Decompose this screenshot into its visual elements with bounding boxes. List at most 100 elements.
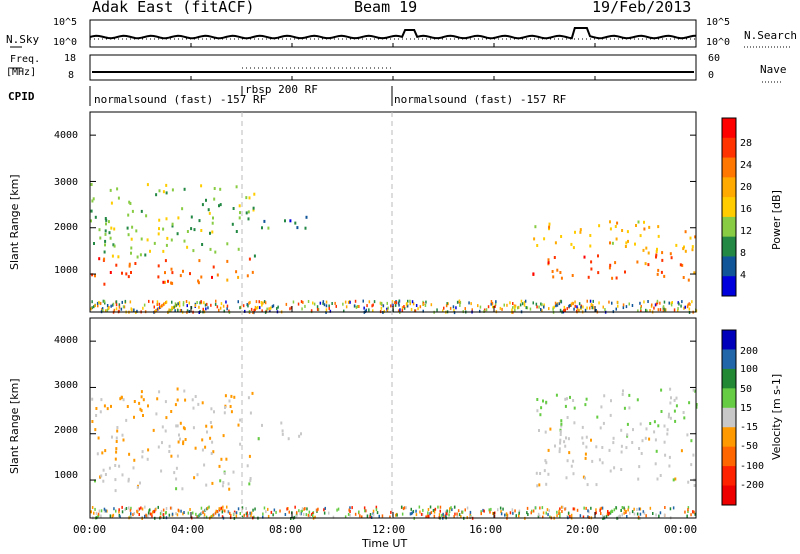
scatter-cell: [687, 510, 689, 513]
scatter-cell: [644, 436, 647, 440]
scatter-cell: [643, 511, 646, 515]
scatter-cell: [680, 304, 682, 308]
scatter-cell: [272, 304, 275, 308]
scatter-cell: [91, 397, 94, 401]
scatter-cell: [544, 430, 547, 434]
scatter-cell: [104, 309, 107, 313]
scatter-cell: [196, 473, 199, 477]
scatter-cell: [222, 304, 225, 308]
scatter-cell: [494, 515, 496, 518]
scatter-cell: [564, 444, 567, 448]
scatter-cell: [110, 226, 113, 230]
nsky-tick-bottom: 10^0: [53, 37, 78, 48]
scatter-cell: [121, 433, 124, 437]
scatter-cell: [566, 416, 569, 419]
scatter-cell: [427, 508, 430, 511]
scatter-cell: [299, 512, 301, 516]
colorbar-swatch: [722, 330, 736, 350]
scatter-cell: [364, 509, 366, 513]
scatter-cell: [403, 305, 405, 308]
scatter-cell: [186, 304, 188, 308]
scatter-cell: [503, 303, 505, 307]
scatter-cell: [469, 510, 472, 514]
scatter-cell: [281, 429, 284, 433]
scatter-cell: [109, 188, 112, 192]
scatter-cell: [602, 421, 605, 425]
scatter-cell: [559, 438, 562, 442]
scatter-cell: [164, 429, 167, 433]
scatter-cell: [93, 305, 95, 309]
scatter-cell: [549, 515, 551, 519]
scatter-cell: [182, 512, 184, 516]
scatter-cell: [491, 301, 494, 305]
scatter-cell: [207, 208, 210, 212]
scatter-cell: [272, 513, 274, 517]
scatter-cell: [669, 416, 672, 420]
scatter-cell: [355, 305, 358, 309]
scatter-cell: [147, 404, 149, 408]
scatter-cell: [560, 299, 562, 303]
scatter-cell: [218, 513, 220, 517]
scatter-cell: [615, 506, 617, 510]
scatter-cell: [159, 511, 162, 515]
scatter-cell: [203, 301, 205, 305]
scatter-cell: [532, 301, 534, 305]
scatter-cell: [238, 204, 241, 208]
scatter-cell: [325, 304, 328, 308]
scatter-cell: [307, 300, 310, 303]
scatter-cell: [347, 512, 350, 516]
scatter-cell: [109, 236, 112, 240]
scatter-cell: [211, 230, 214, 234]
scatter-cell: [120, 307, 123, 311]
scatter-cell: [581, 425, 584, 429]
scatter-cell: [453, 311, 456, 315]
scatter-cell: [223, 309, 225, 313]
scatter-cell: [543, 237, 546, 241]
scatter-cell: [235, 230, 238, 233]
scatter-cell: [664, 308, 666, 312]
scatter-cell: [133, 512, 135, 515]
scatter-cell: [114, 457, 117, 461]
scatter-cell: [578, 308, 580, 312]
scatter-cell: [572, 472, 575, 476]
scatter-cell: [429, 512, 431, 516]
scatter-cell: [354, 299, 357, 303]
scatter-cell: [126, 226, 129, 230]
scatter-cell: [267, 514, 270, 518]
nsearch-label: N.Search: [744, 29, 797, 42]
scatter-cell: [398, 299, 400, 303]
scatter-cell: [433, 508, 435, 512]
scatter-cell: [244, 309, 246, 313]
scatter-cell: [254, 507, 256, 511]
scatter-cell: [300, 510, 302, 514]
scatter-cell: [369, 513, 372, 516]
scatter-cell: [173, 471, 176, 475]
scatter-cell: [349, 513, 351, 517]
scatter-cell: [380, 306, 383, 310]
scatter-cell: [264, 301, 267, 305]
scatter-cell: [257, 437, 260, 441]
scatter-cell: [136, 485, 139, 489]
scatter-cell: [157, 275, 160, 279]
scatter-cell: [640, 306, 642, 310]
scatter-cell: [182, 301, 185, 305]
scatter-cell: [158, 390, 161, 394]
scatter-cell: [637, 220, 640, 224]
scatter-cell: [162, 249, 165, 253]
scatter-cell: [94, 507, 96, 511]
scatter-cell: [515, 514, 517, 518]
scatter-cell: [638, 465, 641, 469]
scatter-cell: [133, 400, 136, 403]
scatter-cell: [138, 401, 141, 405]
scatter-cell: [636, 260, 639, 264]
scatter-cell: [449, 306, 452, 310]
scatter-cell: [123, 305, 126, 309]
velocity-cbar-tick: -50: [740, 441, 759, 452]
scatter-cell: [625, 305, 628, 309]
scatter-cell: [609, 227, 612, 231]
scatter-cell: [536, 398, 539, 401]
scatter-cell: [153, 510, 156, 514]
scatter-cell: [203, 463, 206, 467]
scatter-cell: [226, 510, 229, 514]
scatter-cell: [541, 309, 543, 313]
